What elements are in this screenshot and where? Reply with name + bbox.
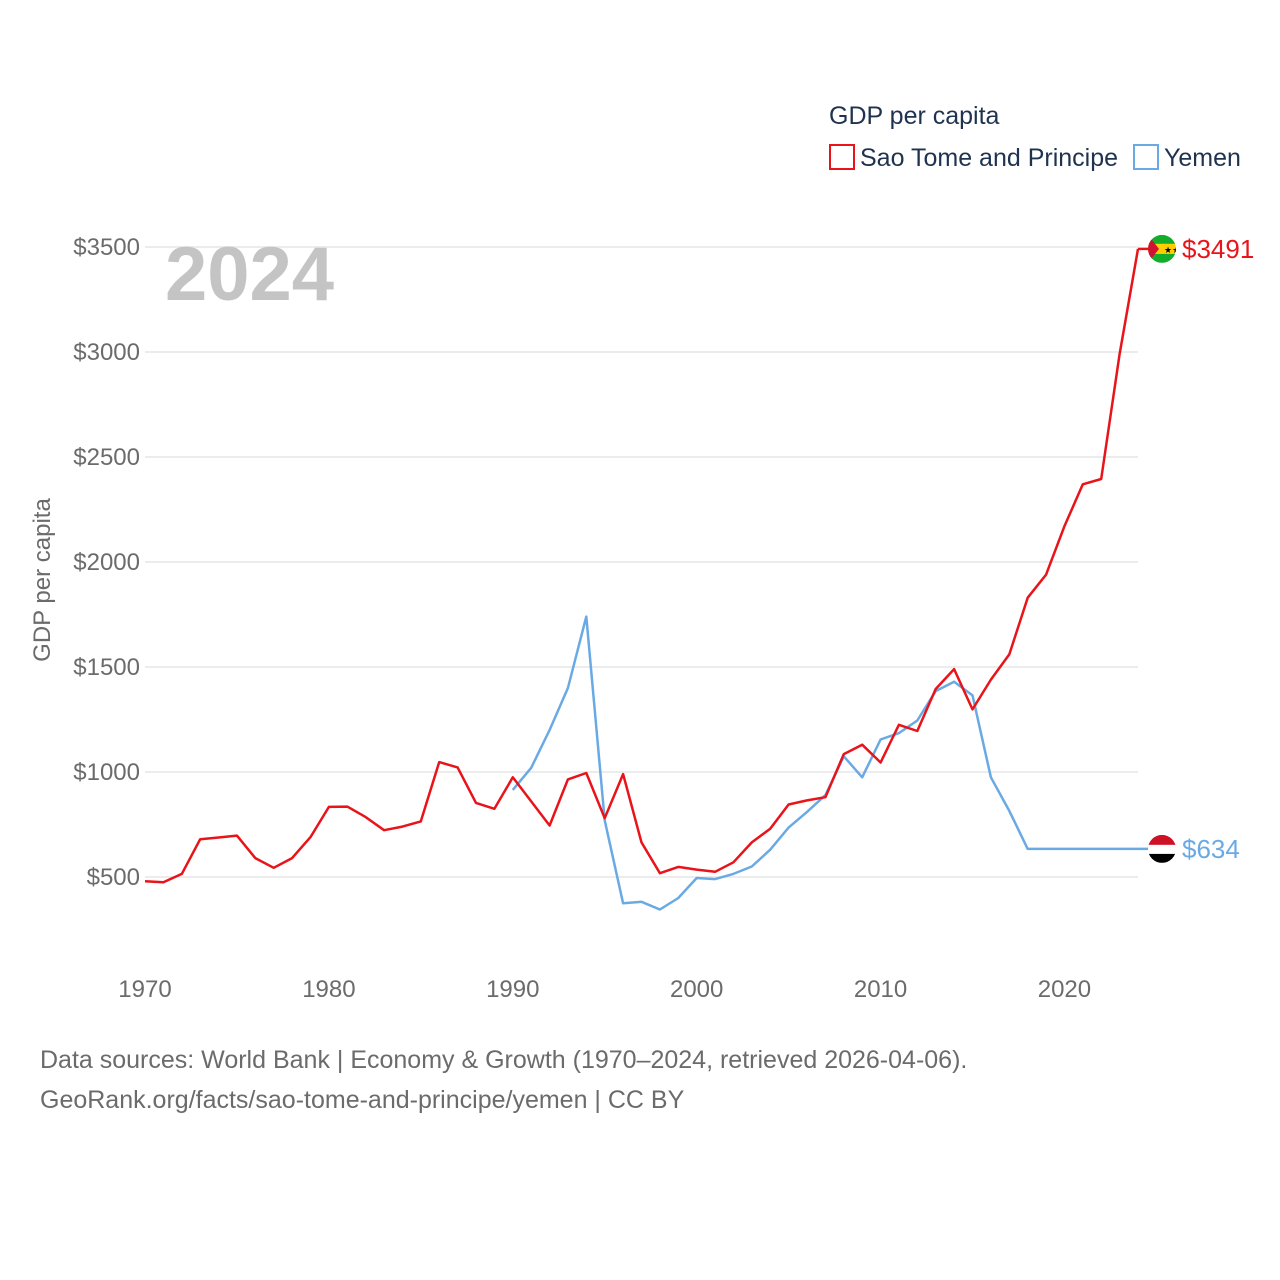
legend-label-sao-tome: Sao Tome and Principe: [860, 144, 1118, 172]
legend-title: GDP per capita: [829, 102, 1000, 130]
x-tick-label: 1970: [118, 976, 171, 1003]
y-tick-label: $1500: [73, 654, 140, 681]
end-value-yemen: $634: [1182, 834, 1240, 864]
legend-swatch-sao-tome: [829, 144, 855, 170]
gdp-line-chart: GDP per capita Sao Tome and Principe Yem…: [29, 102, 1254, 1003]
y-tick-label: $500: [87, 864, 140, 891]
grid: [145, 246, 1138, 878]
series-line-yemen: [511, 615, 1138, 911]
y-tick-label: $3500: [73, 234, 140, 261]
y-tick-label: $1000: [73, 759, 140, 786]
x-axis-ticks: 1970 1980 1990 2000 2010 2020: [118, 976, 1091, 1003]
y-tick-label: $3000: [73, 339, 140, 366]
y-tick-label: $2000: [73, 549, 140, 576]
footer-link: GeoRank.org/facts/sao-tome-and-principe/…: [40, 1086, 685, 1114]
x-tick-label: 2000: [670, 976, 723, 1003]
legend-label-yemen: Yemen: [1164, 144, 1241, 172]
year-label: 2024: [165, 232, 334, 317]
x-tick-label: 2010: [854, 976, 907, 1003]
y-axis-ticks: $500 $1000 $1500 $2000 $2500 $3000 $3500: [73, 234, 140, 891]
footer: Data sources: World Bank | Economy & Gro…: [40, 1040, 967, 1120]
y-axis-title: GDP per capita: [29, 498, 56, 662]
sao-tome-flag-icon: ★★: [1148, 234, 1180, 263]
x-tick-label: 1980: [302, 976, 355, 1003]
x-tick-label: 2020: [1038, 976, 1091, 1003]
legend-swatch-yemen: [1133, 144, 1159, 170]
yemen-flag-icon: [1148, 834, 1176, 863]
legend: GDP per capita Sao Tome and Principe Yem…: [829, 102, 1241, 172]
series-line-sao-tome: [144, 248, 1140, 884]
end-value-sao-tome: $3491: [1182, 234, 1254, 264]
y-tick-label: $2500: [73, 444, 140, 471]
x-tick-label: 1990: [486, 976, 539, 1003]
series-lines: [144, 247, 1150, 911]
footer-sources: Data sources: World Bank | Economy & Gro…: [40, 1046, 968, 1074]
svg-text:★★: ★★: [1164, 245, 1180, 255]
